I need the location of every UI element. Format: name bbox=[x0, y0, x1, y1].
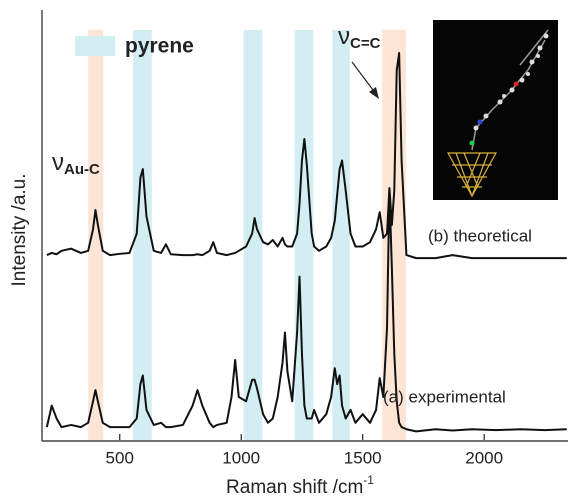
x-tick-label: 500 bbox=[106, 448, 134, 467]
annotation-arrowhead bbox=[369, 87, 379, 99]
chart: 500 1000 1500 2000 Raman shift /cm-1 Intens… bbox=[0, 0, 568, 502]
x-axis-label-text: Raman shift /cm bbox=[226, 477, 363, 498]
series-label: (b) theoretical bbox=[428, 226, 532, 245]
annotation-arrow bbox=[352, 62, 376, 94]
x-axis-label: Raman shift /cm-1 bbox=[226, 473, 374, 498]
y-axis-label: Intensity /a.u. bbox=[9, 173, 30, 286]
x-tick-label: 1500 bbox=[344, 448, 382, 467]
x-tick-label: 1000 bbox=[222, 448, 260, 467]
highlight-band bbox=[88, 30, 103, 440]
legend-swatch bbox=[75, 36, 115, 56]
legend-label: pyrene bbox=[125, 35, 194, 58]
annotation-sub: Au-C bbox=[64, 161, 100, 178]
series-label: (a) experimental bbox=[383, 387, 506, 406]
x-axis-label-sup: -1 bbox=[363, 473, 374, 487]
annotation-text: ν bbox=[52, 149, 64, 176]
highlight-band bbox=[332, 30, 349, 440]
annotation-sub: C=C bbox=[350, 35, 381, 52]
annotation: νC=C bbox=[338, 23, 381, 52]
x-tick-label: 2000 bbox=[465, 448, 503, 467]
annotation-text: ν bbox=[338, 23, 350, 50]
molecule-inset bbox=[433, 20, 558, 200]
